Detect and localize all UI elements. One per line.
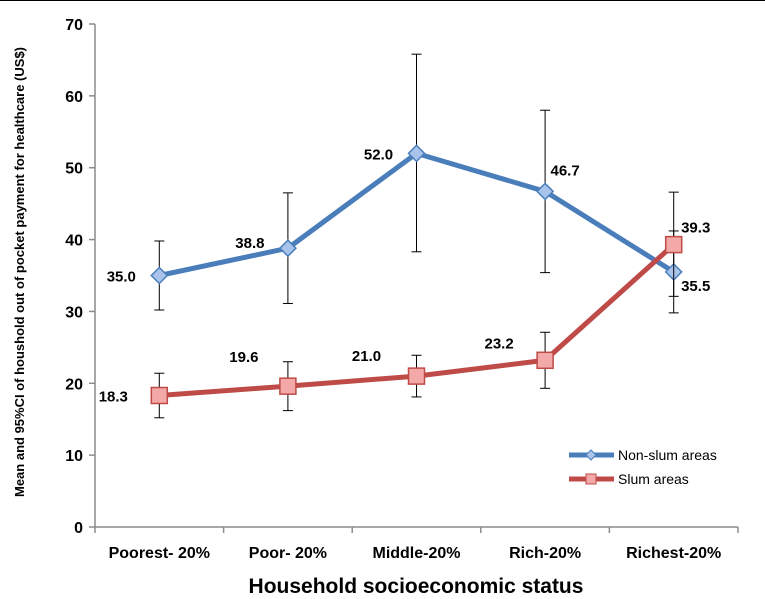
- y-tick-label: 60: [65, 89, 83, 106]
- data-point: [536, 182, 555, 201]
- data-labels: 35.0 38.8 52.0 46.7 35.5 18.3 19.6 21.0 23.2 39.3: [99, 146, 711, 405]
- legend: Non-slum areas Slum areas: [569, 447, 717, 487]
- data-label: 39.3: [681, 220, 710, 237]
- data-label: 35.0: [107, 269, 136, 286]
- data-point: [150, 266, 169, 285]
- legend-label: Non-slum areas: [618, 447, 717, 463]
- data-point: [407, 144, 426, 163]
- data-label: 38.8: [235, 235, 264, 252]
- x-tick-label: Richest-20%: [626, 545, 721, 562]
- data-label: 52.0: [364, 146, 393, 163]
- y-tick-label: 30: [65, 304, 83, 321]
- data-point: [407, 367, 426, 385]
- data-point: [536, 351, 554, 370]
- legend-item: Non-slum areas: [569, 447, 717, 463]
- y-axis-ticks: 0 10 20 30 40 50 60 70: [65, 17, 95, 537]
- legend-marker-icon: [585, 473, 597, 485]
- data-label: 19.6: [229, 349, 258, 366]
- y-tick-label: 0: [74, 520, 83, 537]
- legend-item: Slum areas: [569, 471, 689, 487]
- data-point: [278, 239, 297, 258]
- data-point: [279, 377, 297, 395]
- series-slum-areas: [150, 191, 683, 419]
- data-label: 18.3: [99, 389, 128, 406]
- data-label: 23.2: [484, 335, 513, 352]
- data-label: 46.7: [550, 162, 579, 179]
- data-label: 21.0: [352, 348, 381, 365]
- data-label: 35.5: [681, 278, 710, 295]
- x-axis-label: Household socioeconomic status: [249, 575, 584, 598]
- legend-label: Slum areas: [618, 471, 689, 487]
- y-tick-label: 50: [65, 161, 83, 178]
- y-tick-label: 10: [65, 448, 83, 465]
- x-axis-ticks: Poorest- 20% Poor- 20% Middle-20% Rich-20% R…: [94, 527, 739, 562]
- x-tick-label: Poor- 20%: [249, 545, 327, 562]
- y-tick-label: 20: [65, 376, 83, 393]
- data-point: [664, 235, 683, 254]
- legend-marker-icon: [585, 449, 597, 461]
- y-tick-label: 40: [65, 233, 83, 250]
- x-tick-label: Middle-20%: [372, 545, 460, 562]
- y-tick-label: 70: [65, 17, 83, 34]
- y-axis-label: Mean and 95%CI of houshold out of pocket…: [12, 47, 27, 497]
- x-tick-label: Rich-20%: [509, 545, 581, 562]
- data-point: [150, 386, 169, 405]
- series-layer: [150, 53, 683, 419]
- series-non-slum-areas: [150, 53, 683, 314]
- x-tick-label: Poorest- 20%: [109, 545, 210, 562]
